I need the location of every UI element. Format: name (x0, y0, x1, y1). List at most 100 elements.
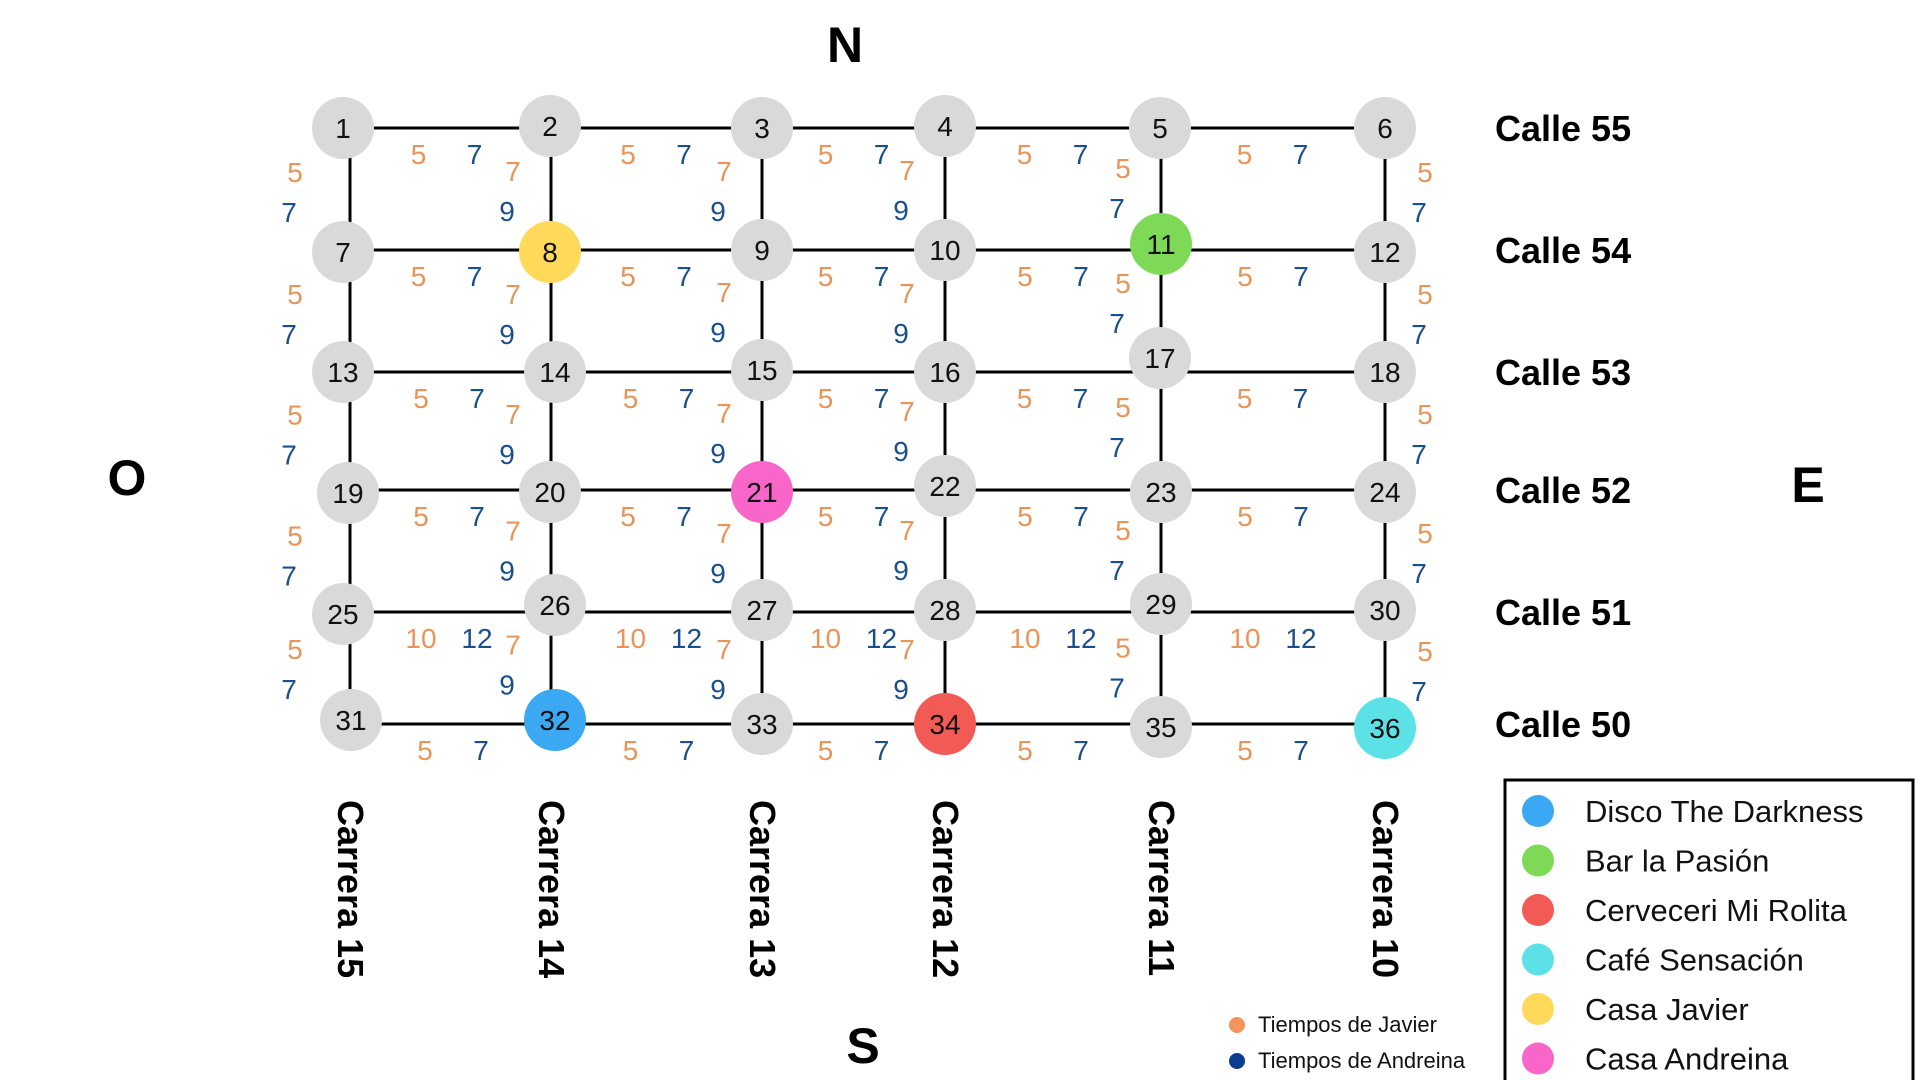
time-andreina: 9 (499, 196, 515, 227)
time-andreina: 7 (1293, 261, 1309, 292)
intersection-node-19: 19 (317, 462, 379, 524)
node-label: 4 (937, 111, 953, 142)
intersection-node-31: 31 (320, 689, 382, 751)
node-circle (312, 97, 374, 159)
time-andreina: 7 (281, 197, 297, 228)
time-andreina: 7 (1293, 139, 1309, 170)
time-javier: 7 (716, 398, 732, 429)
node-label: 33 (746, 709, 777, 740)
legend-box (1503, 778, 1915, 1080)
time-javier: 5 (1115, 515, 1131, 546)
time-andreina: 7 (874, 501, 890, 532)
time-andreina: 7 (676, 501, 692, 532)
node-label: 20 (534, 477, 565, 508)
intersection-node-28: 28 (914, 579, 976, 641)
node-label: 27 (746, 595, 777, 626)
node-label: 2 (542, 111, 558, 142)
node-circle (731, 693, 793, 755)
time-javier: 5 (1417, 636, 1433, 667)
intersection-node-2: 2 (519, 95, 581, 157)
time-javier: 7 (899, 396, 915, 427)
time-andreina: 7 (1109, 193, 1125, 224)
time-javier: 5 (623, 383, 639, 414)
time-javier: 5 (287, 400, 303, 431)
time-javier: 5 (413, 501, 429, 532)
node-label: 31 (335, 705, 366, 736)
time-javier: 5 (620, 501, 636, 532)
time-javier: 5 (1115, 633, 1131, 664)
time-javier: 5 (1237, 735, 1253, 766)
time-andreina: 7 (1073, 139, 1089, 170)
intersection-node-32: 32 (524, 689, 586, 751)
intersection-node-5: 5 (1129, 97, 1191, 159)
time-andreina: 7 (1073, 501, 1089, 532)
time-javier: 7 (505, 516, 521, 547)
time-andreina: 9 (893, 195, 909, 226)
node-circle (1354, 697, 1416, 759)
time-javier: 5 (818, 501, 834, 532)
legend-item: Bar la Pasión (1522, 844, 1769, 879)
time-andreina: 7 (874, 383, 890, 414)
intersection-node-13: 13 (312, 341, 374, 403)
node-circle (1129, 97, 1191, 159)
node-label: 5 (1152, 113, 1168, 144)
time-andreina: 9 (710, 317, 726, 348)
time-andreina: 9 (499, 670, 515, 701)
time-javier: 5 (1017, 139, 1033, 170)
time-andreina: 7 (1411, 439, 1427, 470)
node-circle (524, 574, 586, 636)
time-javier: 10 (405, 623, 436, 654)
intersection-node-10: 10 (914, 219, 976, 281)
time-andreina: 12 (671, 623, 702, 654)
time-javier: 7 (899, 634, 915, 665)
node-circle (1354, 341, 1416, 403)
intersection-node-18: 18 (1354, 341, 1416, 403)
node-circle (914, 579, 976, 641)
time-javier: 5 (818, 139, 834, 170)
time-andreina: 9 (710, 558, 726, 589)
node-circle (519, 461, 581, 523)
time-javier: 5 (1237, 501, 1253, 532)
node-label: 35 (1145, 712, 1176, 743)
node-label: 24 (1369, 477, 1400, 508)
node-label: 30 (1369, 595, 1400, 626)
time-javier: 5 (1115, 268, 1131, 299)
time-javier: 5 (818, 383, 834, 414)
time-andreina: 7 (1293, 501, 1309, 532)
time-andreina: 7 (281, 440, 297, 471)
time-andreina: 7 (874, 735, 890, 766)
intersection-node-4: 4 (914, 95, 976, 157)
node-circle (1130, 213, 1192, 275)
time-javier: 5 (287, 157, 303, 188)
times-legend-label: Tiempos de Javier (1258, 1012, 1437, 1037)
node-circle (1354, 579, 1416, 641)
legend-swatch (1522, 894, 1554, 926)
time-javier: 7 (899, 155, 915, 186)
node-label: 17 (1144, 343, 1175, 374)
time-javier: 7 (505, 279, 521, 310)
time-javier: 5 (1237, 383, 1253, 414)
street-labels: Calle 55 Calle 54 Calle 53 Calle 52 Calle 51… (330, 108, 1631, 978)
node-circle (731, 579, 793, 641)
time-javier: 5 (1417, 518, 1433, 549)
time-andreina: 7 (1109, 432, 1125, 463)
intersection-node-23: 23 (1130, 461, 1192, 523)
node-circle (1354, 461, 1416, 523)
time-andreina: 7 (1411, 558, 1427, 589)
time-andreina: 7 (1411, 319, 1427, 350)
intersection-node-33: 33 (731, 693, 793, 755)
time-andreina: 7 (1411, 676, 1427, 707)
calle-label: Calle 53 (1495, 352, 1631, 393)
intersection-node-12: 12 (1354, 221, 1416, 283)
intersection-node-14: 14 (524, 341, 586, 403)
time-andreina: 7 (1073, 735, 1089, 766)
time-javier: 5 (818, 261, 834, 292)
node-circle (312, 583, 374, 645)
time-javier: 5 (287, 521, 303, 552)
legend-label: Disco The Darkness (1585, 794, 1864, 829)
places-legend: Disco The Darkness Bar la Pasión Cerveceri… (1503, 778, 1915, 1080)
calle-label: Calle 52 (1495, 470, 1631, 511)
time-javier: 5 (818, 735, 834, 766)
time-andreina: 7 (1411, 197, 1427, 228)
